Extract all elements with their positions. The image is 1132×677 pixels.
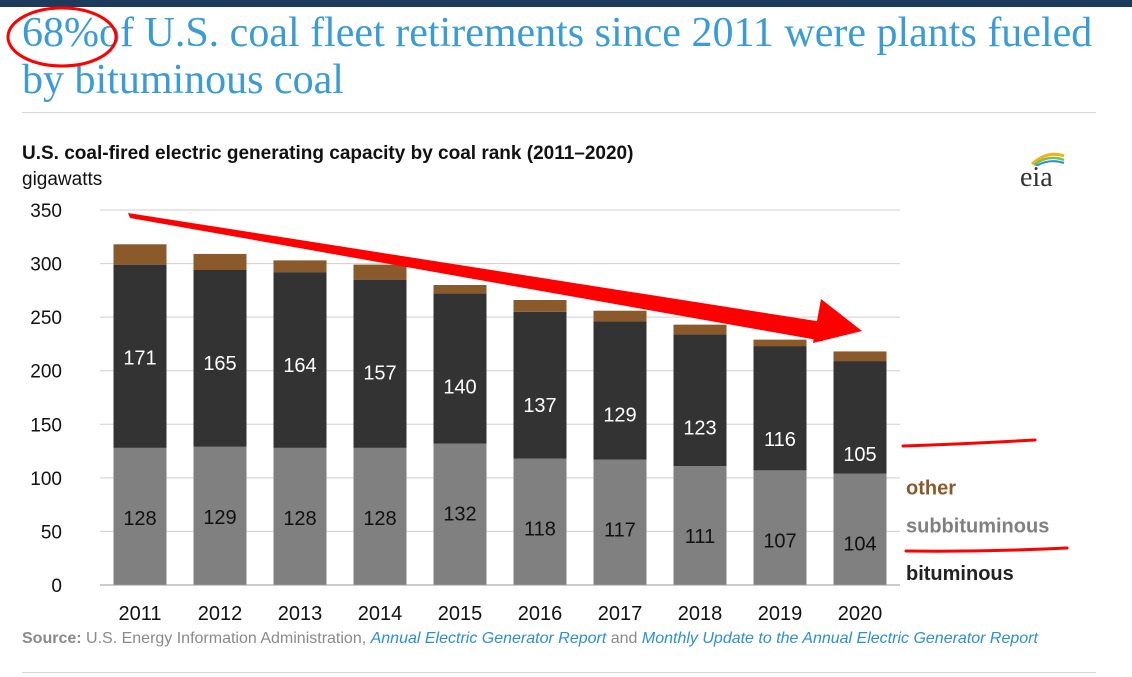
bar-other — [673, 324, 727, 335]
x-tick-label: 2020 — [838, 603, 883, 625]
source-note: Source: U.S. Energy Information Administ… — [22, 628, 1112, 650]
y-tick-label: 250 — [30, 308, 62, 329]
bar-subbituminous — [513, 458, 567, 585]
data-label-bituminous: 105 — [843, 444, 876, 466]
data-label-bituminous: 116 — [764, 429, 796, 451]
bar-other — [433, 285, 487, 294]
data-label-bituminous: 165 — [203, 353, 236, 375]
bar-other — [353, 264, 407, 280]
legend-label-subbituminous: subbituminous — [906, 516, 1049, 538]
header-divider — [22, 112, 1096, 113]
bar-bituminous — [513, 311, 567, 459]
eia-logo-text: eia — [1020, 162, 1053, 193]
data-label-bituminous: 157 — [363, 363, 396, 385]
bar-other — [753, 339, 807, 347]
x-tick-label: 2012 — [198, 603, 243, 625]
headline-percent: 68% — [22, 10, 99, 56]
source-link-annual-report[interactable]: Annual Electric Generator Report — [370, 630, 607, 647]
data-label-bituminous: 164 — [283, 355, 316, 377]
footer-divider — [22, 672, 1096, 673]
data-label-subbituminous: 128 — [123, 508, 156, 530]
chart-title: U.S. coal-fired electric generating capa… — [22, 143, 634, 164]
bar-subbituminous — [673, 466, 727, 585]
bar-subbituminous — [273, 447, 327, 585]
x-tick-label: 2011 — [118, 603, 161, 625]
x-tick-label: 2013 — [278, 603, 323, 625]
bar-other — [833, 351, 887, 362]
data-label-bituminous: 129 — [603, 404, 636, 426]
data-label-subbituminous: 129 — [203, 507, 236, 529]
top-bar — [0, 0, 1132, 7]
eia-logo: eia — [1014, 150, 1074, 198]
bar-subbituminous — [753, 470, 807, 585]
bar-other — [273, 260, 327, 273]
y-tick-label: 150 — [30, 415, 62, 436]
headline: 68%of U.S. coal fleet retirements since … — [22, 10, 1112, 104]
data-label-subbituminous: 118 — [524, 519, 556, 541]
y-axis-unit-label: gigawatts — [22, 169, 103, 190]
x-tick-label: 2015 — [438, 603, 483, 625]
data-label-subbituminous: 104 — [843, 534, 876, 556]
bar-other — [193, 253, 247, 270]
bar-subbituminous — [353, 447, 407, 585]
bar-bituminous — [273, 272, 327, 448]
y-tick-label: 50 — [41, 522, 62, 543]
y-tick-label: 300 — [30, 255, 62, 276]
data-label-subbituminous: 132 — [443, 504, 476, 526]
bar-subbituminous — [193, 446, 247, 585]
subbituminous-underline-annotation — [904, 546, 1069, 553]
y-tick-label: 350 — [30, 201, 62, 222]
bar-subbituminous — [433, 443, 487, 585]
trend-arrow-head — [813, 299, 862, 343]
data-label-bituminous: 140 — [443, 377, 476, 399]
source-link-monthly-update[interactable]: Monthly Update to the Annual Electric Ge… — [641, 630, 1038, 647]
bar-bituminous — [353, 279, 407, 448]
bar-subbituminous — [113, 447, 167, 585]
headline-text: of U.S. coal fleet retirements since 201… — [22, 10, 1093, 103]
x-tick-label: 2017 — [598, 603, 643, 625]
data-label-subbituminous: 107 — [763, 530, 796, 552]
x-tick-label: 2018 — [678, 603, 723, 625]
data-label-bituminous: 171 — [123, 348, 156, 370]
bar-bituminous — [753, 346, 807, 471]
x-tick-label: 2016 — [518, 603, 563, 625]
data-label-subbituminous: 111 — [685, 526, 715, 548]
bar-other — [513, 300, 567, 312]
bar-subbituminous — [593, 459, 647, 585]
data-label-subbituminous: 117 — [604, 520, 636, 542]
eia-logo-swoosh-icon — [1031, 152, 1065, 166]
bar-bituminous — [193, 270, 247, 447]
data-label-bituminous: 137 — [523, 395, 556, 417]
data-label-bituminous: 123 — [683, 417, 716, 439]
x-tick-label: 2014 — [358, 603, 403, 625]
y-tick-label: 100 — [30, 469, 62, 490]
bituminous-underline-annotation — [901, 438, 1037, 448]
data-label-subbituminous: 128 — [363, 508, 396, 530]
bar-bituminous — [593, 321, 647, 460]
legend-label-bituminous: bituminous — [906, 563, 1014, 585]
bar-other — [113, 244, 167, 265]
legend-label-other: other — [906, 477, 956, 499]
percent-circle-annotation — [6, 6, 118, 68]
bar-bituminous — [433, 293, 487, 444]
source-text-2: and — [610, 630, 638, 647]
y-tick-label: 200 — [30, 362, 62, 383]
bar-other — [593, 310, 647, 322]
bar-bituminous — [113, 264, 167, 448]
data-label-subbituminous: 128 — [283, 508, 316, 530]
source-text-1: U.S. Energy Information Administration, — [86, 630, 367, 647]
y-tick-label: 0 — [51, 576, 62, 597]
trend-arrow-shaft — [128, 213, 829, 341]
x-tick-label: 2019 — [758, 603, 803, 625]
bar-bituminous — [673, 334, 727, 467]
bar-bituminous — [833, 361, 887, 474]
bar-subbituminous — [833, 473, 887, 585]
source-label: Source: — [22, 630, 82, 647]
